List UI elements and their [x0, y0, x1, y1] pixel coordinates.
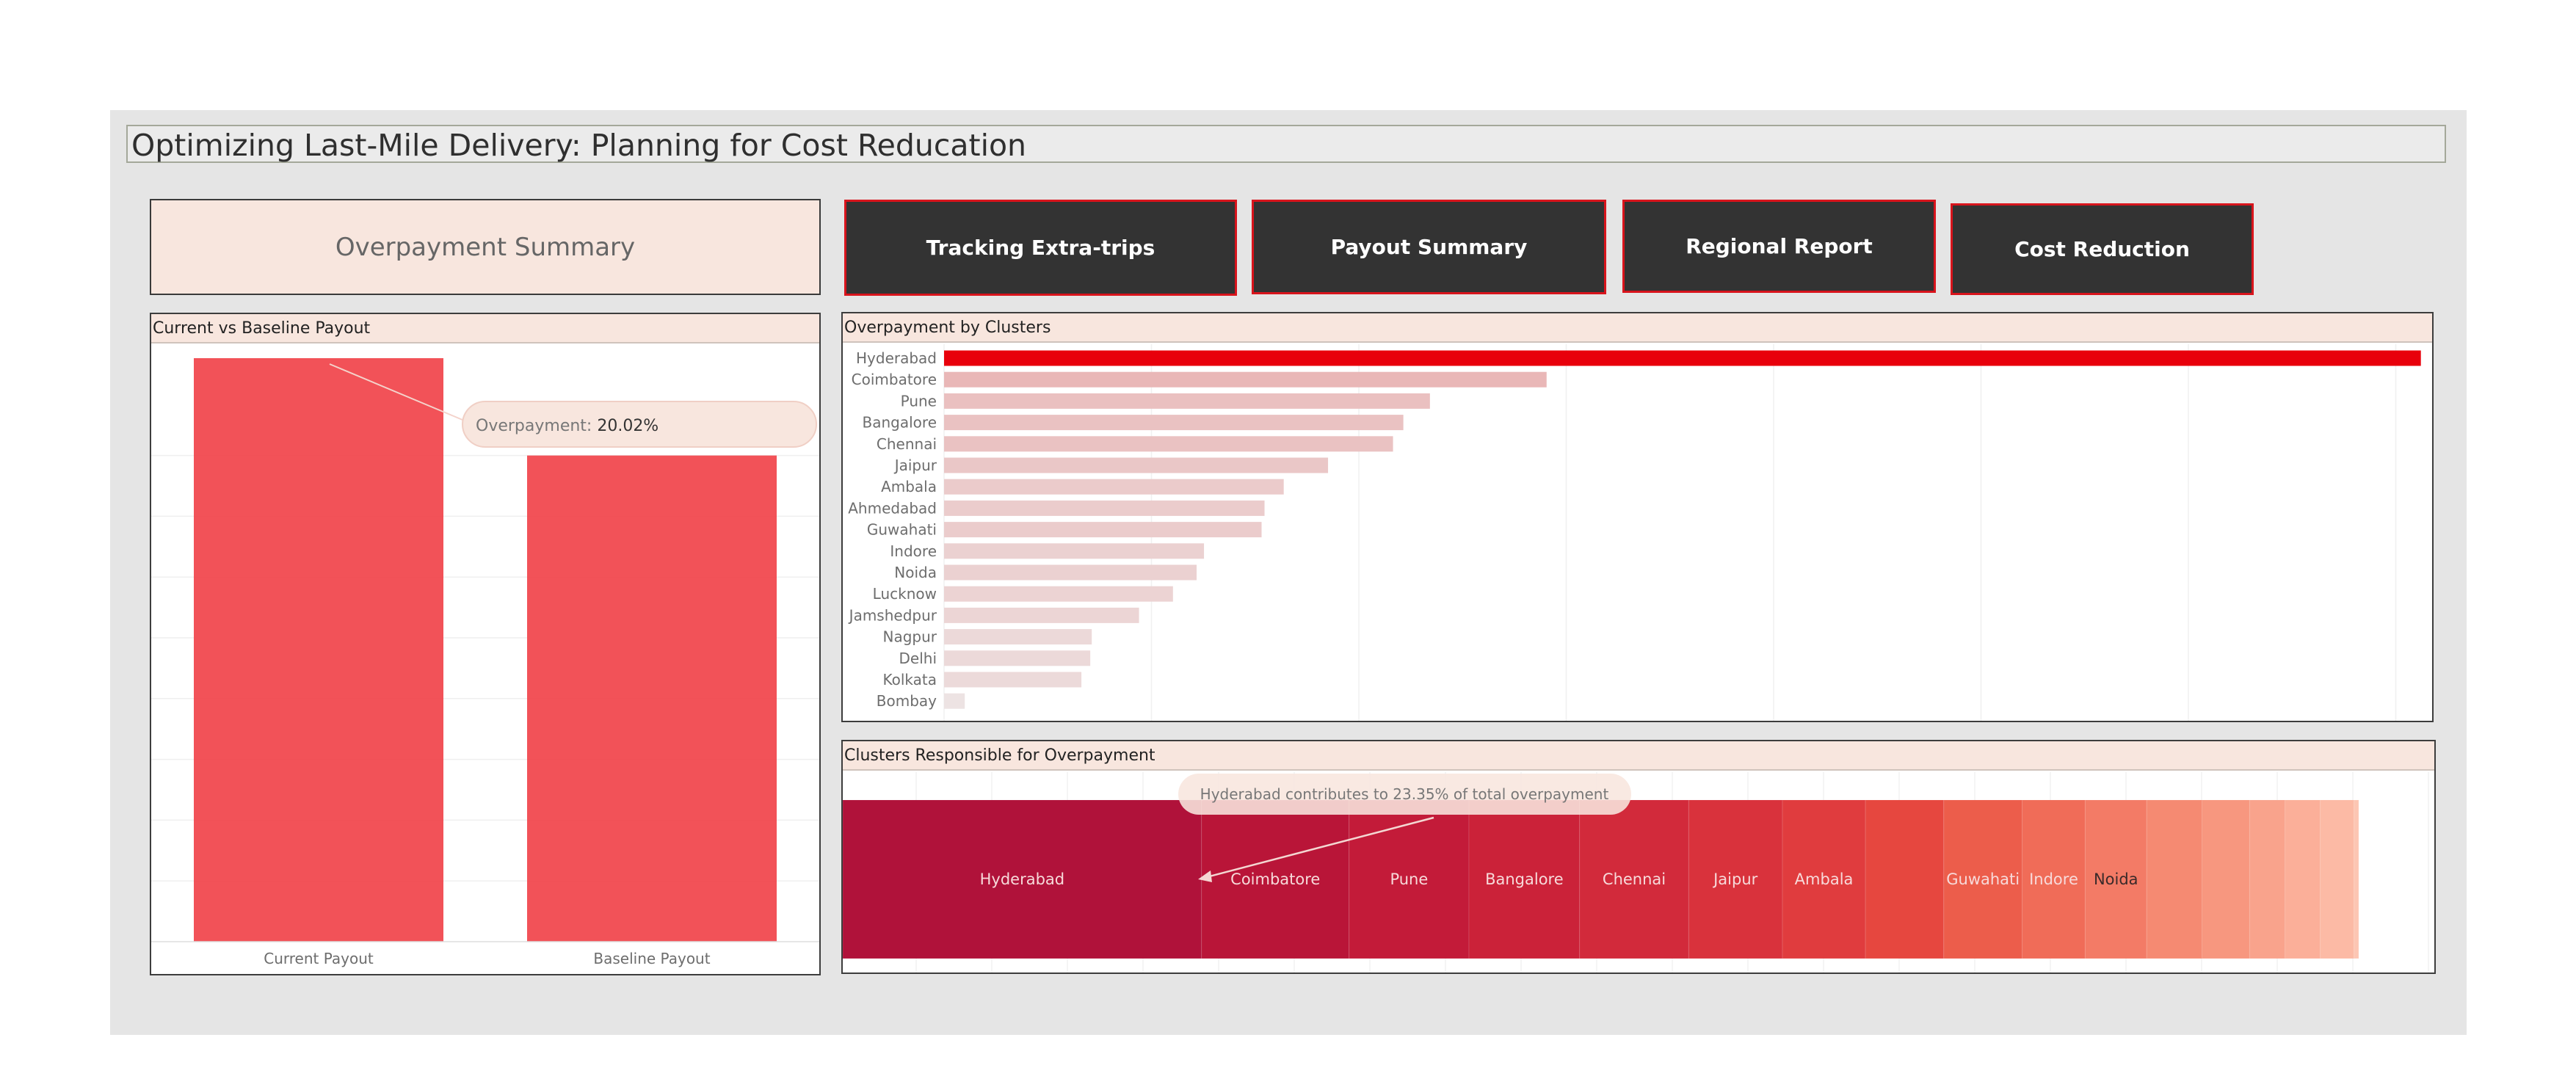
clusters-responsible-panel: Clusters Responsible for Overpayment Hyd…: [841, 740, 2436, 974]
treemap-cell-unlabeled-7: [1865, 799, 1945, 959]
treemap-label-indore: Indore: [2029, 870, 2078, 888]
y-tick-jamshedpur: Jamshedpur: [848, 606, 937, 624]
bar-noida: [944, 564, 1197, 581]
overpayment-by-clusters-panel: Overpayment by Clusters Hyderabad Coimbat…: [841, 312, 2434, 722]
nav-tracking-extra-trips-button[interactable]: Tracking Extra-trips: [844, 200, 1237, 296]
overpayment-by-clusters-chart: Hyderabad Coimbatore Pune Bangalore Chennai J…: [848, 344, 2421, 721]
y-tick-ambala: Ambala: [881, 478, 937, 495]
bar-ahmedabad: [944, 500, 1265, 516]
bar-bangalore: [944, 415, 1404, 431]
bar-pune: [944, 393, 1430, 409]
treemap-cell-jaipur: [1688, 799, 1783, 959]
y-tick-nagpur: Nagpur: [882, 628, 937, 646]
nav-regional-report-button[interactable]: Regional Report: [1622, 200, 1936, 293]
treemap-cell-unlabeled-13: [2249, 799, 2286, 959]
page-title: Optimizing Last-Mile Delivery: Planning …: [126, 125, 2446, 163]
y-tick-hyderabad: Hyderabad: [856, 349, 937, 367]
bar-lucknow: [944, 586, 1173, 602]
treemap-annotation: [1178, 774, 1631, 815]
current-vs-baseline-title: Current vs Baseline Payout: [151, 314, 819, 343]
y-tick-bombay: Bombay: [877, 692, 937, 710]
nav-payout-summary-button[interactable]: Payout Summary: [1252, 200, 1606, 294]
treemap-cell-unlabeled-16: [2354, 799, 2359, 959]
y-tick-chennai: Chennai: [877, 435, 937, 453]
treemap-cell-bangalore: [1468, 799, 1581, 959]
current-vs-baseline-panel: Current vs Baseline Payout Current Payou…: [150, 313, 821, 975]
nav-cost-reduction-button[interactable]: Cost Reduction: [1951, 203, 2254, 295]
overpayment-annotation-value: 20.02%: [597, 417, 658, 435]
clusters-responsible-title: Clusters Responsible for Overpayment: [843, 741, 2434, 771]
y-tick-jaipur: Jaipur: [893, 457, 937, 474]
treemap-label-bangalore: Bangalore: [1485, 870, 1564, 888]
treemap-cell-unlabeled-15: [2320, 799, 2355, 959]
bar-guwahati: [944, 522, 1262, 538]
treemap-label-jaipur: Jaipur: [1712, 870, 1758, 888]
treemap-annotation-text: Hyderabad contributes to 23.35% of total…: [1200, 785, 1609, 803]
y-tick-bangalore: Bangalore: [863, 414, 937, 432]
treemap-label-chennai: Chennai: [1603, 870, 1666, 888]
overpayment-annotation-label: Overpayment:: [476, 417, 597, 435]
bar-ambala: [944, 479, 1284, 495]
treemap-label-guwahati: Guwahati: [1946, 870, 2020, 888]
treemap-label-coimbatore: Coimbatore: [1230, 870, 1320, 888]
annotation-leader: [1203, 816, 1434, 879]
y-tick-pune: Pune: [901, 392, 937, 410]
overpayment-by-clusters-title: Overpayment by Clusters: [843, 313, 2432, 343]
bar-delhi: [944, 650, 1091, 666]
y-tick-kolkata: Kolkata: [883, 671, 937, 688]
bar-hyderabad: [944, 350, 2421, 366]
treemap-cell-guwahati: [1943, 799, 2023, 959]
bar-chennai: [944, 436, 1393, 452]
treemap-label-hyderabad: Hyderabad: [980, 870, 1065, 888]
bar-current-payout: [194, 358, 443, 942]
overpayment-annotation-text: Overpayment: 20.02%: [476, 417, 658, 435]
clusters-treemap-chart: Hyderabad Coimbatore Pune Bangalore Chennai J…: [843, 772, 2429, 973]
bar-coimbatore: [944, 371, 1547, 388]
annotation-leader: [329, 363, 463, 421]
x-tick-current-payout: Current Payout: [264, 950, 374, 967]
y-tick-noida: Noida: [894, 564, 937, 581]
x-tick-baseline-payout: Baseline Payout: [593, 950, 710, 967]
treemap-cell-indore: [2022, 799, 2086, 959]
treemap-cell-pune: [1349, 799, 1470, 959]
treemap-label-ambala: Ambala: [1795, 870, 1854, 888]
treemap-cell-unlabeled-11: [2146, 799, 2202, 959]
bar-jaipur: [944, 457, 1329, 473]
bar-baseline-payout: [527, 455, 777, 942]
bar-nagpur: [944, 629, 1092, 645]
treemap-cell-unlabeled-14: [2285, 799, 2321, 959]
overpayment-summary-button[interactable]: Overpayment Summary: [150, 199, 821, 295]
y-tick-ahmedabad: Ahmedabad: [848, 499, 937, 517]
annotation-arrowhead: [1198, 870, 1212, 882]
treemap-cell-chennai: [1579, 799, 1689, 959]
treemap-label-pune: Pune: [1390, 870, 1428, 888]
treemap-cell-unlabeled-12: [2201, 799, 2250, 959]
treemap-cell-ambala: [1782, 799, 1866, 959]
dashboard: Optimizing Last-Mile Delivery: Planning …: [110, 110, 2467, 1035]
y-tick-guwahati: Guwahati: [867, 521, 937, 539]
bar-kolkata: [944, 672, 1082, 688]
bar-jamshedpur: [944, 607, 1139, 623]
treemap-cell-coimbatore: [1201, 799, 1350, 959]
bar-indore: [944, 543, 1205, 559]
bar-bombay: [944, 693, 965, 709]
treemap-cell-hyderabad: [843, 799, 1202, 959]
y-tick-lucknow: Lucknow: [873, 585, 937, 603]
treemap-label-noida: Noida: [2094, 870, 2138, 888]
overpayment-annotation: [462, 401, 817, 448]
y-tick-indore: Indore: [890, 542, 937, 560]
treemap-cell-noida: [2084, 799, 2147, 959]
y-tick-coimbatore: Coimbatore: [852, 371, 937, 388]
current-vs-baseline-chart: Current Payout Baseline Payout Overpayment…: [151, 358, 819, 967]
y-tick-delhi: Delhi: [899, 650, 937, 667]
